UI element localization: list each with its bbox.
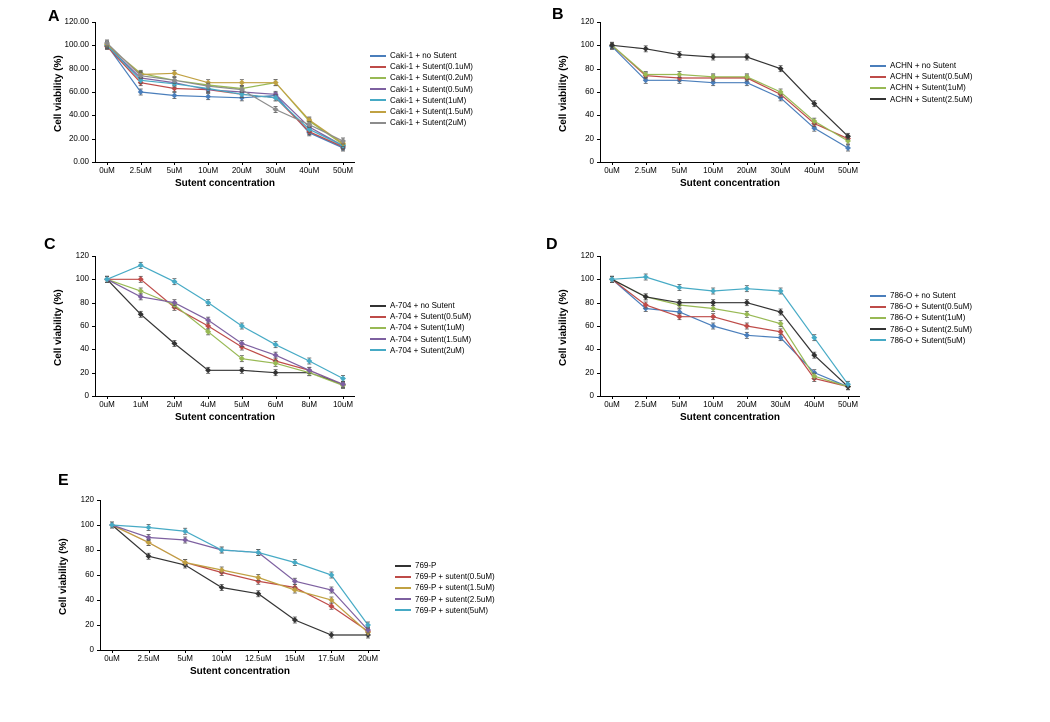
legend-swatch: [395, 598, 411, 600]
legend-item: 769-P + sutent(5uM): [395, 605, 495, 616]
legend-label: 769-P: [415, 560, 436, 571]
legend-swatch: [395, 609, 411, 611]
legend-label: 769-P + sutent(1.5uM): [415, 582, 495, 593]
legend-label: 769-P + sutent(2.5uM): [415, 594, 495, 605]
legend-swatch: [395, 576, 411, 578]
data-marker: [328, 632, 334, 638]
data-marker: [292, 559, 298, 565]
legend-swatch: [395, 565, 411, 567]
legend-label: 769-P + sutent(5uM): [415, 605, 488, 616]
series-line: [112, 525, 368, 633]
legend-item: 769-P + sutent(0.5uM): [395, 571, 495, 582]
legend-item: 769-P + sutent(1.5uM): [395, 582, 495, 593]
data-marker: [255, 574, 261, 580]
legend-item: 769-P: [395, 560, 495, 571]
legend-label: 769-P + sutent(0.5uM): [415, 571, 495, 582]
legend-e: 769-P769-P + sutent(0.5uM)769-P + sutent…: [395, 560, 495, 616]
legend-swatch: [395, 587, 411, 589]
legend-item: 769-P + sutent(2.5uM): [395, 594, 495, 605]
data-marker: [182, 528, 188, 534]
data-marker: [219, 547, 225, 553]
chart-svg-e: [0, 0, 1050, 722]
data-marker: [146, 534, 152, 540]
data-marker: [146, 524, 152, 530]
data-marker: [219, 584, 225, 590]
figure-root: A0.0020.0040.0060.0080.00100.00120.000uM…: [0, 0, 1050, 722]
data-marker: [182, 537, 188, 543]
